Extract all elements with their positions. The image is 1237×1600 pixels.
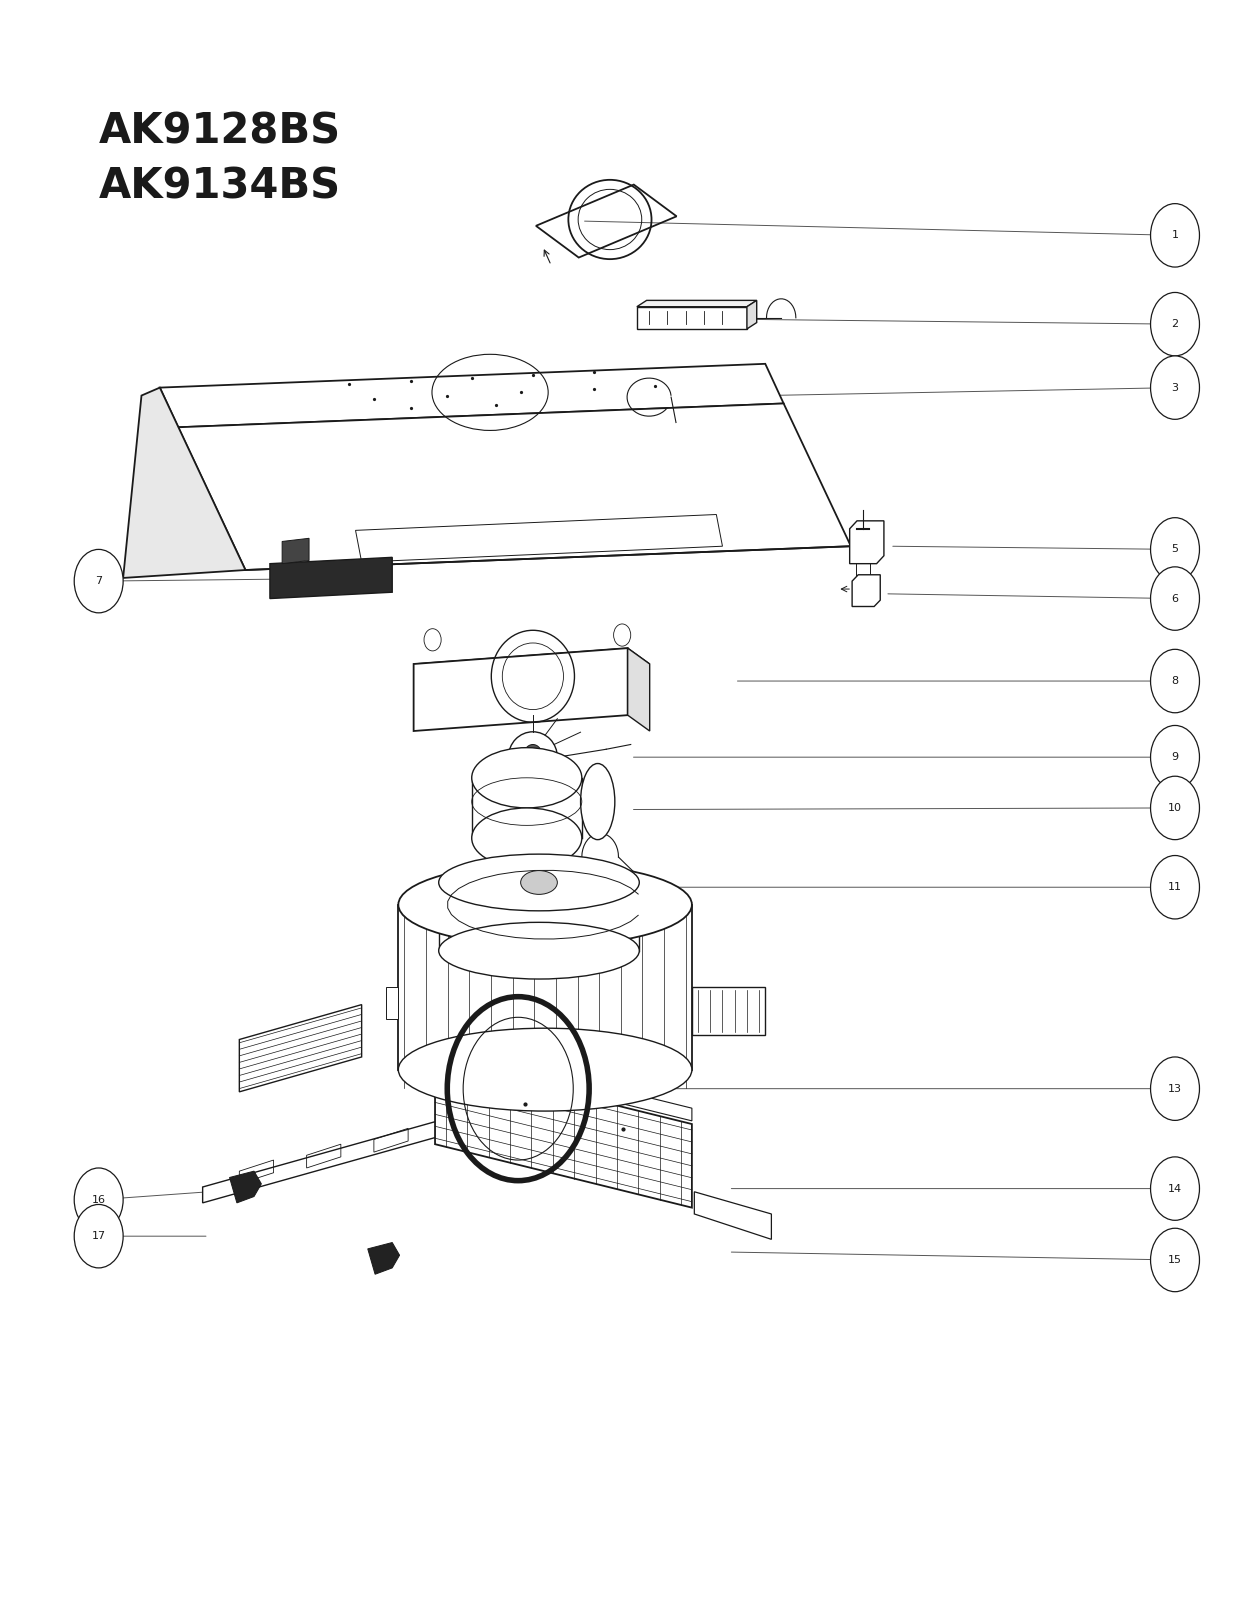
Ellipse shape	[580, 763, 615, 840]
Polygon shape	[270, 557, 392, 598]
Circle shape	[523, 744, 543, 770]
Text: AK9134BS: AK9134BS	[99, 165, 341, 208]
Polygon shape	[435, 1045, 691, 1122]
Text: 16: 16	[92, 1195, 105, 1205]
Circle shape	[1150, 776, 1200, 840]
Polygon shape	[160, 363, 783, 427]
Polygon shape	[637, 307, 747, 330]
Polygon shape	[367, 1243, 400, 1274]
Circle shape	[74, 1168, 124, 1232]
Circle shape	[1150, 1229, 1200, 1291]
Text: 7: 7	[95, 576, 103, 586]
Text: 17: 17	[92, 1230, 105, 1242]
Text: 5: 5	[1171, 544, 1179, 554]
Polygon shape	[124, 387, 245, 578]
Text: 3: 3	[1171, 382, 1179, 392]
Circle shape	[74, 549, 124, 613]
Ellipse shape	[521, 870, 558, 894]
Text: 8: 8	[1171, 677, 1179, 686]
Text: 2: 2	[1171, 318, 1179, 330]
Circle shape	[1150, 355, 1200, 419]
Circle shape	[1150, 518, 1200, 581]
Polygon shape	[230, 1171, 261, 1203]
Circle shape	[1150, 650, 1200, 712]
Circle shape	[1150, 1058, 1200, 1120]
Polygon shape	[178, 403, 851, 570]
Text: AK9128BS: AK9128BS	[99, 110, 341, 152]
Text: 1: 1	[1171, 230, 1179, 240]
Polygon shape	[691, 987, 766, 1035]
Ellipse shape	[439, 854, 640, 910]
Polygon shape	[627, 648, 649, 731]
Text: 13: 13	[1168, 1083, 1183, 1094]
Circle shape	[1150, 293, 1200, 355]
Polygon shape	[413, 648, 627, 731]
Ellipse shape	[471, 808, 581, 869]
Ellipse shape	[398, 864, 691, 946]
Polygon shape	[435, 1061, 691, 1208]
Circle shape	[1150, 856, 1200, 918]
Polygon shape	[203, 1104, 496, 1203]
Circle shape	[1150, 725, 1200, 789]
Ellipse shape	[439, 922, 640, 979]
Text: 15: 15	[1168, 1254, 1183, 1266]
Text: 6: 6	[1171, 594, 1179, 603]
Circle shape	[74, 1205, 124, 1267]
Text: 10: 10	[1168, 803, 1183, 813]
Circle shape	[1150, 566, 1200, 630]
Polygon shape	[747, 301, 757, 330]
Circle shape	[1150, 203, 1200, 267]
Polygon shape	[852, 574, 881, 606]
Circle shape	[1150, 1157, 1200, 1221]
Text: 11: 11	[1168, 882, 1183, 893]
Polygon shape	[386, 987, 398, 1019]
Text: 14: 14	[1168, 1184, 1183, 1194]
Polygon shape	[850, 522, 884, 563]
Polygon shape	[694, 1192, 772, 1240]
Ellipse shape	[398, 1029, 691, 1110]
Polygon shape	[239, 1005, 361, 1091]
Polygon shape	[413, 648, 649, 680]
Text: 9: 9	[1171, 752, 1179, 762]
Ellipse shape	[471, 747, 581, 808]
Polygon shape	[282, 538, 309, 563]
Polygon shape	[637, 301, 757, 307]
